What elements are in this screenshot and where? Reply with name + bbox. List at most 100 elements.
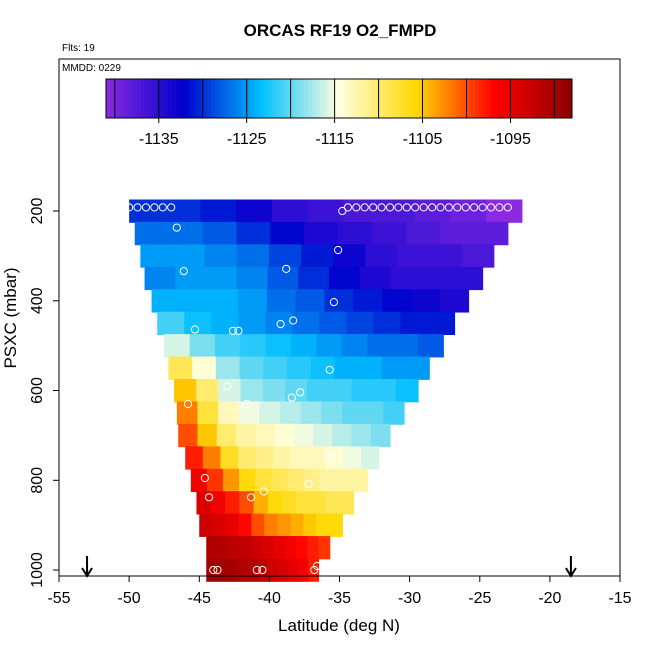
heatmap-cell (392, 334, 419, 358)
heatmap-cell (461, 244, 495, 268)
colorbar-segment (443, 79, 449, 118)
heatmap-cell (298, 266, 330, 291)
heatmap-cell (199, 513, 213, 537)
colorbar-segment (432, 79, 437, 118)
heatmap-cell (204, 244, 238, 268)
colorbar-segment (370, 79, 375, 118)
colorbar-segment (323, 79, 328, 118)
heatmap-cell (351, 468, 369, 493)
heatmap-cell (343, 446, 362, 470)
colorbar-segment (241, 79, 247, 118)
sample-point (419, 203, 428, 212)
colorbar-segment (168, 79, 173, 118)
x-tick-label: -50 (118, 590, 141, 607)
colorbar-segment (257, 79, 262, 118)
heatmap-cell (178, 423, 199, 448)
colorbar-segment (292, 79, 297, 118)
heatmap-cell (473, 221, 509, 246)
heatmap-cell (218, 379, 242, 403)
colorbar-segment (568, 79, 573, 118)
colorbar-segment (210, 79, 216, 118)
colorbar-segment (362, 79, 367, 118)
heatmap-cell (271, 199, 309, 223)
colorbar-segment (533, 79, 538, 118)
sample-point (252, 565, 261, 575)
colorbar-segment (451, 79, 456, 118)
colorbar-segment (540, 79, 546, 118)
heatmap-cell (335, 468, 353, 493)
colorbar-segment (385, 79, 390, 118)
y-axis-label: PSXC (mbar) (1, 267, 20, 368)
colorbar-segment (447, 79, 453, 118)
colorbar-segment (339, 79, 344, 118)
colorbar-segment (564, 79, 569, 118)
sample-point (495, 203, 504, 212)
chart-title: ORCAS RF19 O2_FMPD (244, 21, 437, 40)
sample-point (453, 203, 462, 212)
heatmap-cell (365, 244, 398, 268)
sample-point (296, 388, 305, 397)
heatmap-cell (429, 244, 463, 268)
heatmap-cell (176, 401, 199, 425)
heatmap-cell (316, 334, 343, 358)
x-tick-label: -25 (468, 590, 491, 607)
heatmap-cell (216, 558, 228, 582)
heatmap-cell (271, 468, 288, 493)
heatmap-cell (291, 334, 318, 358)
sample-point (258, 565, 267, 575)
heatmap-cell (168, 221, 204, 246)
heatmap-cell (312, 423, 333, 448)
heatmap-cell (292, 311, 320, 335)
sample-point (125, 203, 134, 212)
heatmap-cell (259, 401, 281, 425)
heatmap-cell (310, 491, 326, 515)
sample-point (150, 203, 159, 212)
heatmap-cell (196, 379, 219, 403)
heatmap-cell (421, 266, 453, 291)
heatmap-cell (192, 356, 217, 380)
heatmap-cell (190, 468, 208, 493)
heatmap-cell (216, 423, 237, 448)
sample-point (183, 399, 193, 409)
heatmap-cell (400, 311, 429, 335)
heatmap-cell (209, 289, 239, 313)
heatmap-cell (144, 266, 176, 291)
sample-point (304, 479, 313, 488)
colorbar-segment (327, 79, 332, 118)
colorbar-segment (117, 79, 123, 118)
colorbar-segment (133, 79, 138, 118)
colorbar-segment (269, 79, 274, 118)
heatmap-cell (324, 491, 340, 515)
colorbar-segment (486, 79, 491, 118)
colorbar-segment (172, 79, 177, 118)
sample-point (322, 451, 331, 460)
colorbar-segment (513, 79, 519, 118)
sample-point (158, 203, 167, 212)
heatmap-cell (328, 266, 361, 291)
colorbar-tick-label: -1135 (139, 131, 179, 148)
colorbar-segment (148, 79, 154, 118)
y-tick-label: 400 (29, 287, 46, 314)
colorbar-segment (490, 79, 495, 118)
heatmap-cell (270, 221, 305, 246)
colorbar: -1135 -1125 -1115 -1105 -1095 (105, 78, 573, 148)
colorbar-segment (471, 79, 476, 118)
heatmap-cell (157, 311, 185, 335)
heatmap-cell (206, 468, 224, 493)
colorbar-segment (393, 79, 398, 118)
heatmap-cell (293, 423, 314, 448)
colorbar-segment (439, 79, 445, 118)
colorbar-segment (226, 79, 231, 118)
sample-point (133, 203, 142, 212)
heatmap-cell (251, 536, 263, 560)
heatmap-cell (225, 491, 240, 515)
heatmap-cell (303, 513, 317, 537)
heatmap-cell (212, 513, 226, 537)
sample-point (325, 365, 334, 374)
x-tick-label: -20 (538, 590, 561, 607)
heatmap-cell (273, 446, 292, 470)
x-tick-label: -15 (608, 590, 631, 607)
x-axis-label: Latitude (deg N) (278, 616, 400, 635)
colorbar-segment (280, 79, 286, 118)
y-tick-label: 1000 (29, 552, 46, 588)
